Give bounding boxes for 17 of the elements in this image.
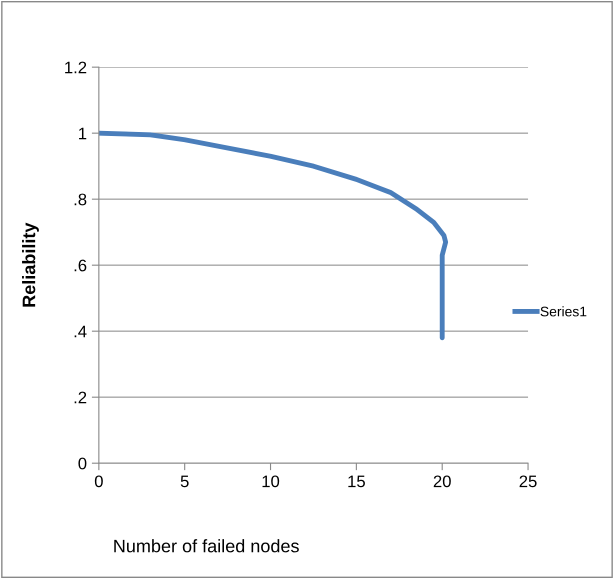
- legend-label: Series1: [540, 306, 586, 316]
- y-tick-label: 1.2: [65, 62, 86, 74]
- x-tick-label: 0: [94, 475, 103, 488]
- y-tick-label: 0: [78, 458, 86, 470]
- y-tick-label: .2: [74, 392, 86, 404]
- y-tick-label: .4: [74, 326, 87, 338]
- y-tick-label: 1: [79, 128, 86, 140]
- line-series: [98, 130, 448, 340]
- x-tick-label: 15: [348, 476, 365, 488]
- x-tick-label: 5: [180, 476, 189, 488]
- y-tick-label: .8: [74, 194, 86, 206]
- x-axis-title: Number of failed nodes: [114, 539, 299, 552]
- x-tick-label: 10: [262, 475, 280, 488]
- y-tick-label: .6: [74, 260, 86, 272]
- y-axis-title: Reliability: [22, 222, 39, 307]
- x-tick-label: 20: [434, 475, 451, 488]
- x-tick-label: 25: [520, 475, 537, 488]
